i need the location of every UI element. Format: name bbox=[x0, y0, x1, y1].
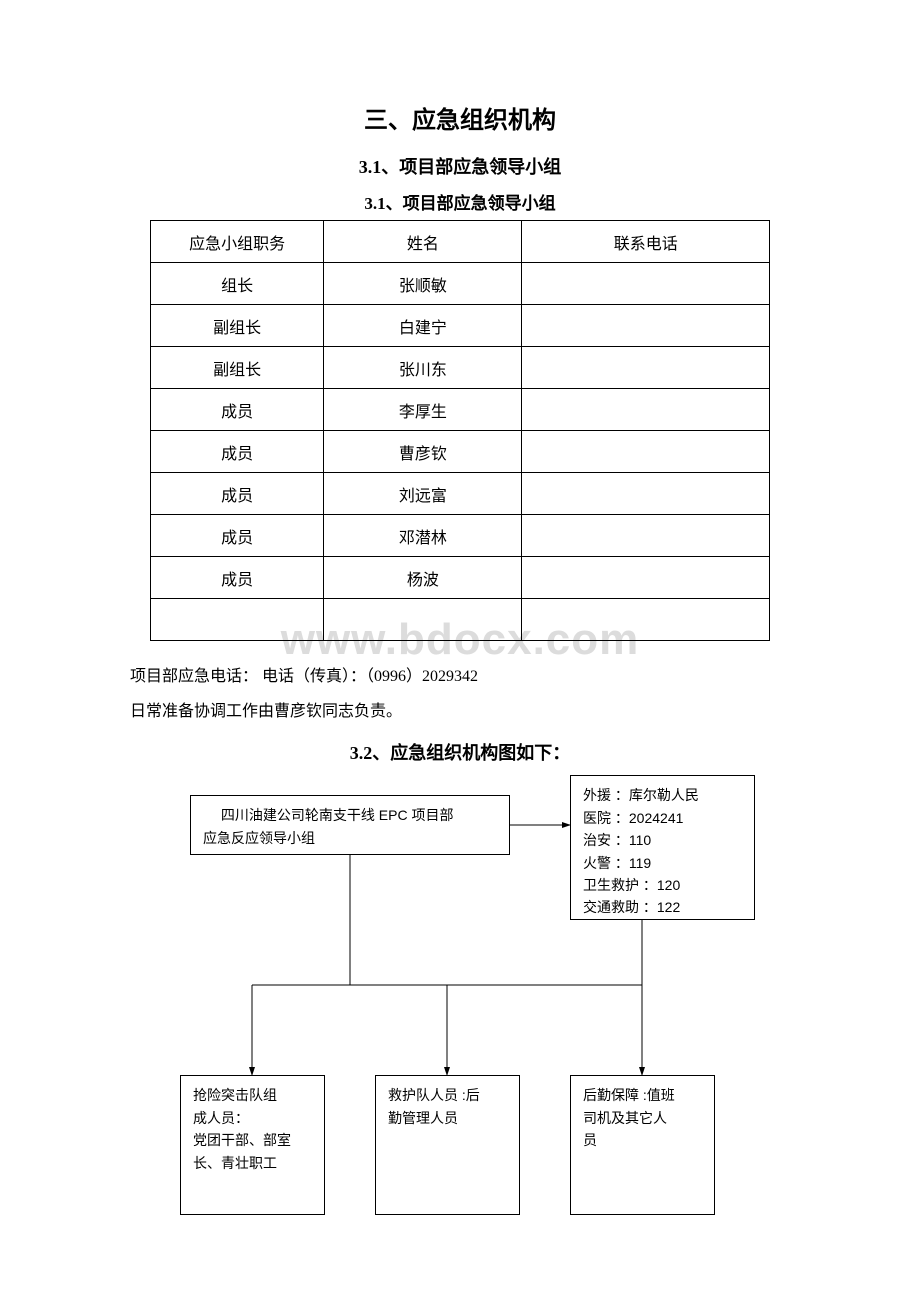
cell-name: 邓潜林 bbox=[324, 515, 522, 557]
cell-role: 成员 bbox=[151, 515, 324, 557]
cell-name: 刘远富 bbox=[324, 473, 522, 515]
cell-phone bbox=[522, 599, 770, 641]
cell-phone bbox=[522, 515, 770, 557]
cell-name: 张川东 bbox=[324, 347, 522, 389]
org-node-external: 外援 ：库尔勒人民医院 ：2024241治安 ：110火警 ：119卫生救护 ：… bbox=[570, 775, 755, 920]
table-row: 成员 李厚生 bbox=[151, 389, 770, 431]
cell-name: 张顺敏 bbox=[324, 263, 522, 305]
section-title-3-1: 3.1、项目部应急领导小组 bbox=[100, 153, 820, 179]
table-row bbox=[151, 599, 770, 641]
cell-name: 李厚生 bbox=[324, 389, 522, 431]
table-header-row: 应急小组职务 姓名 联系电话 bbox=[151, 221, 770, 263]
leadership-table: 应急小组职务 姓名 联系电话 组长 张顺敏 副组长 白建宁 副组长 张川东 成员… bbox=[150, 220, 770, 641]
table-row: 成员 曹彦钦 bbox=[151, 431, 770, 473]
table-row: 副组长 白建宁 bbox=[151, 305, 770, 347]
cell-role bbox=[151, 599, 324, 641]
section-title-3: 三、应急组织机构 bbox=[100, 100, 820, 135]
org-node-team3: 后勤保障 :值班司机及其它人员 bbox=[570, 1075, 715, 1215]
table-row: 成员 刘远富 bbox=[151, 473, 770, 515]
cell-role: 副组长 bbox=[151, 347, 324, 389]
cell-phone bbox=[522, 305, 770, 347]
cell-name: 杨波 bbox=[324, 557, 522, 599]
cell-phone bbox=[522, 347, 770, 389]
paragraph-phone: 项目部应急电话： 电话（传真）：（0996）2029342 bbox=[130, 659, 820, 694]
table-row: 组长 张顺敏 bbox=[151, 263, 770, 305]
cell-role: 组长 bbox=[151, 263, 324, 305]
org-chart: 四川油建公司轮南支干线 EPC 项目部应急反应领导小组外援 ：库尔勒人民医院 ：… bbox=[150, 775, 770, 1255]
cell-phone bbox=[522, 263, 770, 305]
cell-phone bbox=[522, 431, 770, 473]
th-name: 姓名 bbox=[324, 221, 522, 263]
cell-role: 成员 bbox=[151, 389, 324, 431]
cell-phone bbox=[522, 473, 770, 515]
paragraph-person: 日常准备协调工作由曹彦钦同志负责。 bbox=[130, 694, 820, 729]
cell-phone bbox=[522, 557, 770, 599]
org-node-team2: 救护队人员 :后勤管理人员 bbox=[375, 1075, 520, 1215]
th-phone: 联系电话 bbox=[522, 221, 770, 263]
org-node-leader: 四川油建公司轮南支干线 EPC 项目部应急反应领导小组 bbox=[190, 795, 510, 855]
cell-name: 白建宁 bbox=[324, 305, 522, 347]
table-row: 成员 邓潜林 bbox=[151, 515, 770, 557]
section-title-3-2: 3.2、应急组织机构图如下： bbox=[100, 739, 820, 765]
cell-role: 成员 bbox=[151, 557, 324, 599]
cell-name: 曹彦钦 bbox=[324, 431, 522, 473]
cell-phone bbox=[522, 389, 770, 431]
cell-name bbox=[324, 599, 522, 641]
cell-role: 成员 bbox=[151, 431, 324, 473]
cell-role: 成员 bbox=[151, 473, 324, 515]
th-role: 应急小组职务 bbox=[151, 221, 324, 263]
section-title-3-1-sub: 3.1、项目部应急领导小组 bbox=[100, 189, 820, 214]
table-row: 成员 杨波 bbox=[151, 557, 770, 599]
table-row: 副组长 张川东 bbox=[151, 347, 770, 389]
org-node-team1: 抢险突击队组成人员：党团干部、部室长、青壮职工 bbox=[180, 1075, 325, 1215]
cell-role: 副组长 bbox=[151, 305, 324, 347]
